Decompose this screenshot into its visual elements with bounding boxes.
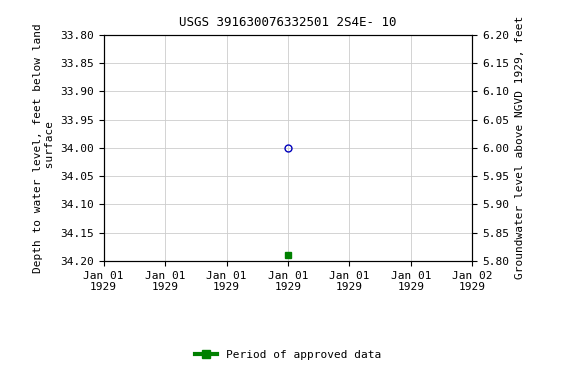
Title: USGS 391630076332501 2S4E- 10: USGS 391630076332501 2S4E- 10	[179, 16, 397, 29]
Y-axis label: Groundwater level above NGVD 1929, feet: Groundwater level above NGVD 1929, feet	[514, 16, 525, 280]
Legend: Period of approved data: Period of approved data	[191, 346, 385, 364]
Y-axis label: Depth to water level, feet below land
 surface: Depth to water level, feet below land su…	[33, 23, 55, 273]
